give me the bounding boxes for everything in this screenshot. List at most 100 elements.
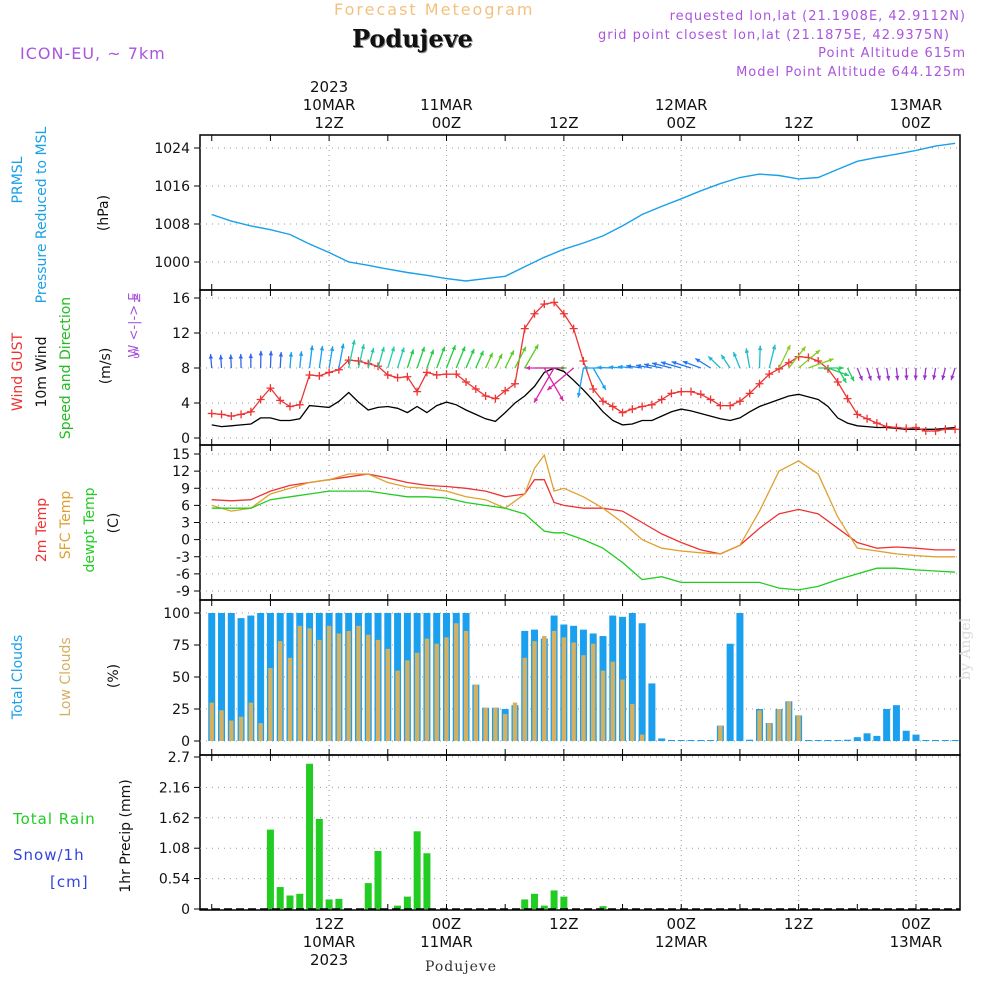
low-clouds-bar bbox=[278, 641, 283, 741]
y-tick-label: 0 bbox=[181, 533, 190, 549]
compass-north: N bbox=[133, 292, 141, 305]
y-tick-label: 50 bbox=[172, 670, 190, 686]
y-tick-label: 2.7 bbox=[168, 750, 190, 766]
gust-marker bbox=[227, 412, 236, 421]
rain-bar bbox=[413, 831, 421, 909]
gust-marker bbox=[696, 390, 705, 399]
bottom-time-label: 10MAR bbox=[303, 933, 356, 951]
gust-marker bbox=[843, 394, 852, 403]
wind-arrow-head bbox=[498, 353, 503, 359]
wind-arrow-head bbox=[238, 354, 244, 359]
wind-arrow-head bbox=[360, 344, 366, 350]
bottom-time-label: 00Z bbox=[432, 915, 461, 933]
total-clouds-bar bbox=[628, 613, 636, 741]
wind-arrow-head bbox=[608, 365, 614, 370]
y-tick-label: 1000 bbox=[154, 255, 190, 271]
gust-marker bbox=[687, 387, 696, 396]
wind-arrow-head bbox=[319, 345, 325, 351]
total-clouds-bar bbox=[726, 643, 734, 741]
legend-total-rain: Total Rain bbox=[12, 810, 96, 828]
gust-marker bbox=[833, 378, 842, 386]
wind-arrow-head bbox=[744, 348, 750, 354]
gust-marker bbox=[784, 358, 793, 367]
total-clouds-bar bbox=[237, 618, 245, 741]
wind-arrow-head bbox=[636, 363, 641, 369]
low-clouds-bar bbox=[473, 684, 479, 741]
low-clouds-bar bbox=[444, 637, 449, 741]
wind-arrow-head bbox=[652, 362, 657, 367]
y-tick-label: 4 bbox=[181, 396, 190, 412]
total-clouds-bar bbox=[834, 740, 842, 741]
rain-bar bbox=[394, 905, 402, 909]
wind-arrow-head bbox=[228, 354, 234, 360]
rain-bar bbox=[540, 905, 548, 909]
dewpt-line bbox=[211, 490, 956, 591]
y-tick-label: -3 bbox=[176, 550, 190, 566]
model-label: ICON-EU, ~ 7km bbox=[20, 44, 166, 63]
y-tick-label: 0 bbox=[181, 431, 190, 447]
low-clouds-bar bbox=[639, 734, 645, 741]
gust-marker bbox=[422, 368, 431, 377]
y-tick-label: 1.62 bbox=[159, 811, 190, 827]
wind-arrow-head bbox=[576, 392, 582, 398]
total-clouds-bar bbox=[902, 730, 910, 741]
wind-arrow-head bbox=[400, 347, 405, 353]
compass-south: S bbox=[133, 348, 140, 361]
low-clouds-bar bbox=[238, 716, 244, 741]
low-clouds-bar bbox=[405, 660, 410, 741]
wind-arrow bbox=[577, 367, 585, 398]
gust-line bbox=[211, 301, 956, 432]
footer-location: Podujeve bbox=[425, 959, 498, 975]
low-clouds-bar bbox=[229, 720, 234, 741]
y-tick-label: 6 bbox=[181, 498, 190, 514]
rain-bar bbox=[306, 763, 314, 909]
total-clouds-bar bbox=[941, 740, 949, 741]
axis-title-pressure: Pressure Reduced to MSL bbox=[34, 126, 50, 303]
gust-marker bbox=[892, 423, 901, 432]
wind-arrow-head bbox=[461, 346, 466, 352]
low-clouds-bar bbox=[268, 668, 273, 741]
y-tick-label: 1.08 bbox=[159, 841, 190, 857]
wind-arrow-head bbox=[839, 365, 844, 371]
low-clouds-bar bbox=[336, 633, 342, 741]
gust-marker bbox=[295, 400, 304, 409]
top-time-label: 10MAR bbox=[303, 96, 356, 114]
total-clouds-bar bbox=[883, 709, 891, 741]
top-time-label: 12Z bbox=[784, 114, 813, 132]
gust-marker bbox=[237, 410, 246, 419]
low-clouds-bar bbox=[424, 638, 430, 741]
gust-marker bbox=[520, 324, 529, 333]
rain-bar bbox=[286, 895, 294, 909]
gust-marker bbox=[403, 372, 412, 381]
wind-arrow-head bbox=[351, 339, 356, 345]
gust-marker bbox=[589, 385, 598, 393]
wind-arrow-head bbox=[842, 377, 847, 383]
total-clouds-bar bbox=[619, 616, 627, 741]
wind-arrow-head bbox=[278, 352, 284, 357]
low-clouds-bar bbox=[385, 648, 390, 741]
axis-title-low-clouds: Low Clouds bbox=[58, 637, 74, 716]
wind-arrow-head bbox=[644, 363, 649, 368]
bottom-time-label: 13MAR bbox=[890, 933, 943, 951]
total-clouds-bar bbox=[697, 740, 705, 741]
wind-arrow-head bbox=[626, 364, 632, 369]
gust-marker bbox=[716, 401, 725, 410]
low-clouds-bar bbox=[512, 702, 518, 741]
low-clouds-bar bbox=[776, 709, 782, 741]
low-clouds-bar bbox=[610, 661, 615, 741]
gust-marker bbox=[559, 309, 568, 318]
low-clouds-bar bbox=[248, 702, 254, 741]
wind-arrow-head bbox=[922, 375, 928, 380]
rain-bar bbox=[266, 829, 274, 909]
total-clouds-bar bbox=[932, 740, 940, 741]
gust-marker bbox=[755, 379, 764, 388]
wind-arrow bbox=[524, 344, 539, 369]
low-clouds-bar bbox=[561, 637, 567, 741]
total-clouds-bar bbox=[736, 613, 744, 741]
gust-marker bbox=[706, 395, 715, 404]
wind-arrow-head bbox=[601, 384, 606, 390]
bottom-time-label: 00Z bbox=[901, 915, 930, 933]
axis-title-total-clouds: Total Clouds bbox=[10, 635, 26, 720]
y-tick-label: 0 bbox=[181, 734, 190, 750]
total-clouds-bar bbox=[824, 740, 832, 741]
